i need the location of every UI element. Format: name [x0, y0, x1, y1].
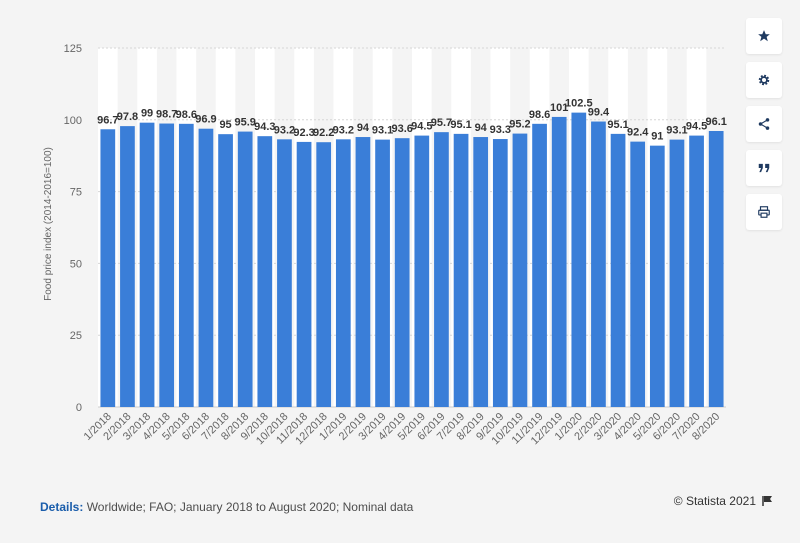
- star-icon: [758, 30, 770, 42]
- bar[interactable]: [237, 131, 253, 407]
- bar-value-label: 91: [651, 131, 663, 143]
- bar-value-label: 99: [141, 108, 153, 120]
- bar[interactable]: [277, 139, 292, 408]
- bar-value-label: 92.4: [627, 127, 649, 139]
- bar-value-label: 95.7: [431, 117, 452, 129]
- bar-value-label: 94.5: [411, 121, 432, 133]
- bar[interactable]: [453, 133, 469, 407]
- bar[interactable]: [257, 136, 273, 407]
- y-tick-label: 25: [70, 330, 82, 342]
- bar-value-label: 96.1: [705, 116, 726, 128]
- bar[interactable]: [394, 138, 410, 408]
- bar-value-label: 94: [475, 122, 488, 134]
- bar-value-label: 95: [219, 119, 231, 131]
- y-tick-label: 75: [70, 187, 82, 199]
- bar-value-label: 96.9: [195, 114, 216, 126]
- bar[interactable]: [178, 123, 194, 407]
- share-button[interactable]: [746, 106, 782, 142]
- bar-value-label: 94.5: [686, 121, 707, 133]
- bar[interactable]: [512, 133, 528, 407]
- bar-value-label: 102.5: [565, 98, 593, 110]
- bar-value-label: 95.9: [234, 117, 255, 129]
- bar[interactable]: [610, 133, 626, 407]
- bar-value-label: 95.1: [450, 119, 471, 131]
- bar-value-label: 98.7: [156, 109, 177, 121]
- bar[interactable]: [355, 137, 371, 408]
- favorite-button[interactable]: [746, 18, 782, 54]
- bar-value-label: 93.3: [490, 124, 511, 136]
- details-note: Details: Worldwide; FAO; January 2018 to…: [40, 500, 413, 514]
- bar-value-label: 95.1: [607, 119, 628, 131]
- sidebar-toolbar: [746, 18, 782, 230]
- bar[interactable]: [375, 139, 390, 407]
- bar-value-label: 93.2: [274, 124, 295, 136]
- bar-value-label: 94: [357, 122, 370, 134]
- gear-icon: [758, 74, 770, 86]
- bar[interactable]: [649, 145, 665, 407]
- bar-value-label: 95.2: [509, 119, 530, 131]
- bar-value-label: 94.3: [254, 121, 275, 133]
- bar[interactable]: [571, 112, 587, 408]
- y-tick-label: 100: [64, 115, 82, 127]
- bar-value-label: 96.7: [97, 114, 118, 126]
- bar-value-label: 93.1: [372, 125, 393, 137]
- bar-value-label: 93.6: [391, 123, 412, 135]
- bar-value-label: 93.2: [333, 124, 354, 136]
- bar-value-label: 98.6: [176, 109, 197, 121]
- source-credit[interactable]: © Statista 2021: [674, 494, 774, 508]
- bar-value-label: 98.6: [529, 109, 550, 121]
- cite-button[interactable]: [746, 150, 782, 186]
- bar[interactable]: [591, 121, 606, 408]
- bar-value-label: 93.1: [666, 125, 687, 137]
- print-icon: [758, 206, 770, 218]
- bar[interactable]: [120, 126, 135, 407]
- bar-value-label: 101: [550, 102, 568, 114]
- y-tick-label: 125: [64, 43, 82, 55]
- bar[interactable]: [434, 132, 449, 407]
- y-tick-label: 0: [76, 402, 82, 414]
- bar[interactable]: [669, 139, 685, 407]
- details-label: Details:: [40, 500, 84, 514]
- share-icon: [758, 118, 770, 130]
- bar[interactable]: [492, 139, 508, 407]
- quote-icon: [758, 163, 770, 173]
- bar[interactable]: [532, 123, 547, 407]
- bar[interactable]: [473, 137, 489, 408]
- bar-value-label: 99.4: [588, 107, 610, 119]
- bar[interactable]: [551, 116, 567, 407]
- credit-text: © Statista 2021: [673, 494, 756, 508]
- bar-value-label: 92.2: [313, 127, 334, 139]
- bar-value-label: 97.8: [117, 111, 138, 123]
- bar-value-label: 92.3: [293, 127, 314, 139]
- bar[interactable]: [139, 122, 155, 407]
- flag-icon: [762, 496, 772, 506]
- bar[interactable]: [218, 134, 233, 407]
- y-axis-label: Food price index (2014-2016=100): [43, 147, 54, 301]
- bar[interactable]: [414, 135, 430, 407]
- bar[interactable]: [296, 141, 312, 407]
- bar[interactable]: [159, 123, 175, 407]
- bar[interactable]: [335, 139, 351, 408]
- details-text: Worldwide; FAO; January 2018 to August 2…: [83, 500, 414, 514]
- y-tick-label: 50: [70, 258, 82, 270]
- settings-button[interactable]: [746, 62, 782, 98]
- bar[interactable]: [316, 142, 332, 407]
- bar[interactable]: [198, 128, 214, 408]
- bar[interactable]: [708, 131, 724, 407]
- bar[interactable]: [689, 135, 704, 407]
- bar[interactable]: [630, 141, 646, 407]
- bar[interactable]: [100, 129, 116, 408]
- print-button[interactable]: [746, 194, 782, 230]
